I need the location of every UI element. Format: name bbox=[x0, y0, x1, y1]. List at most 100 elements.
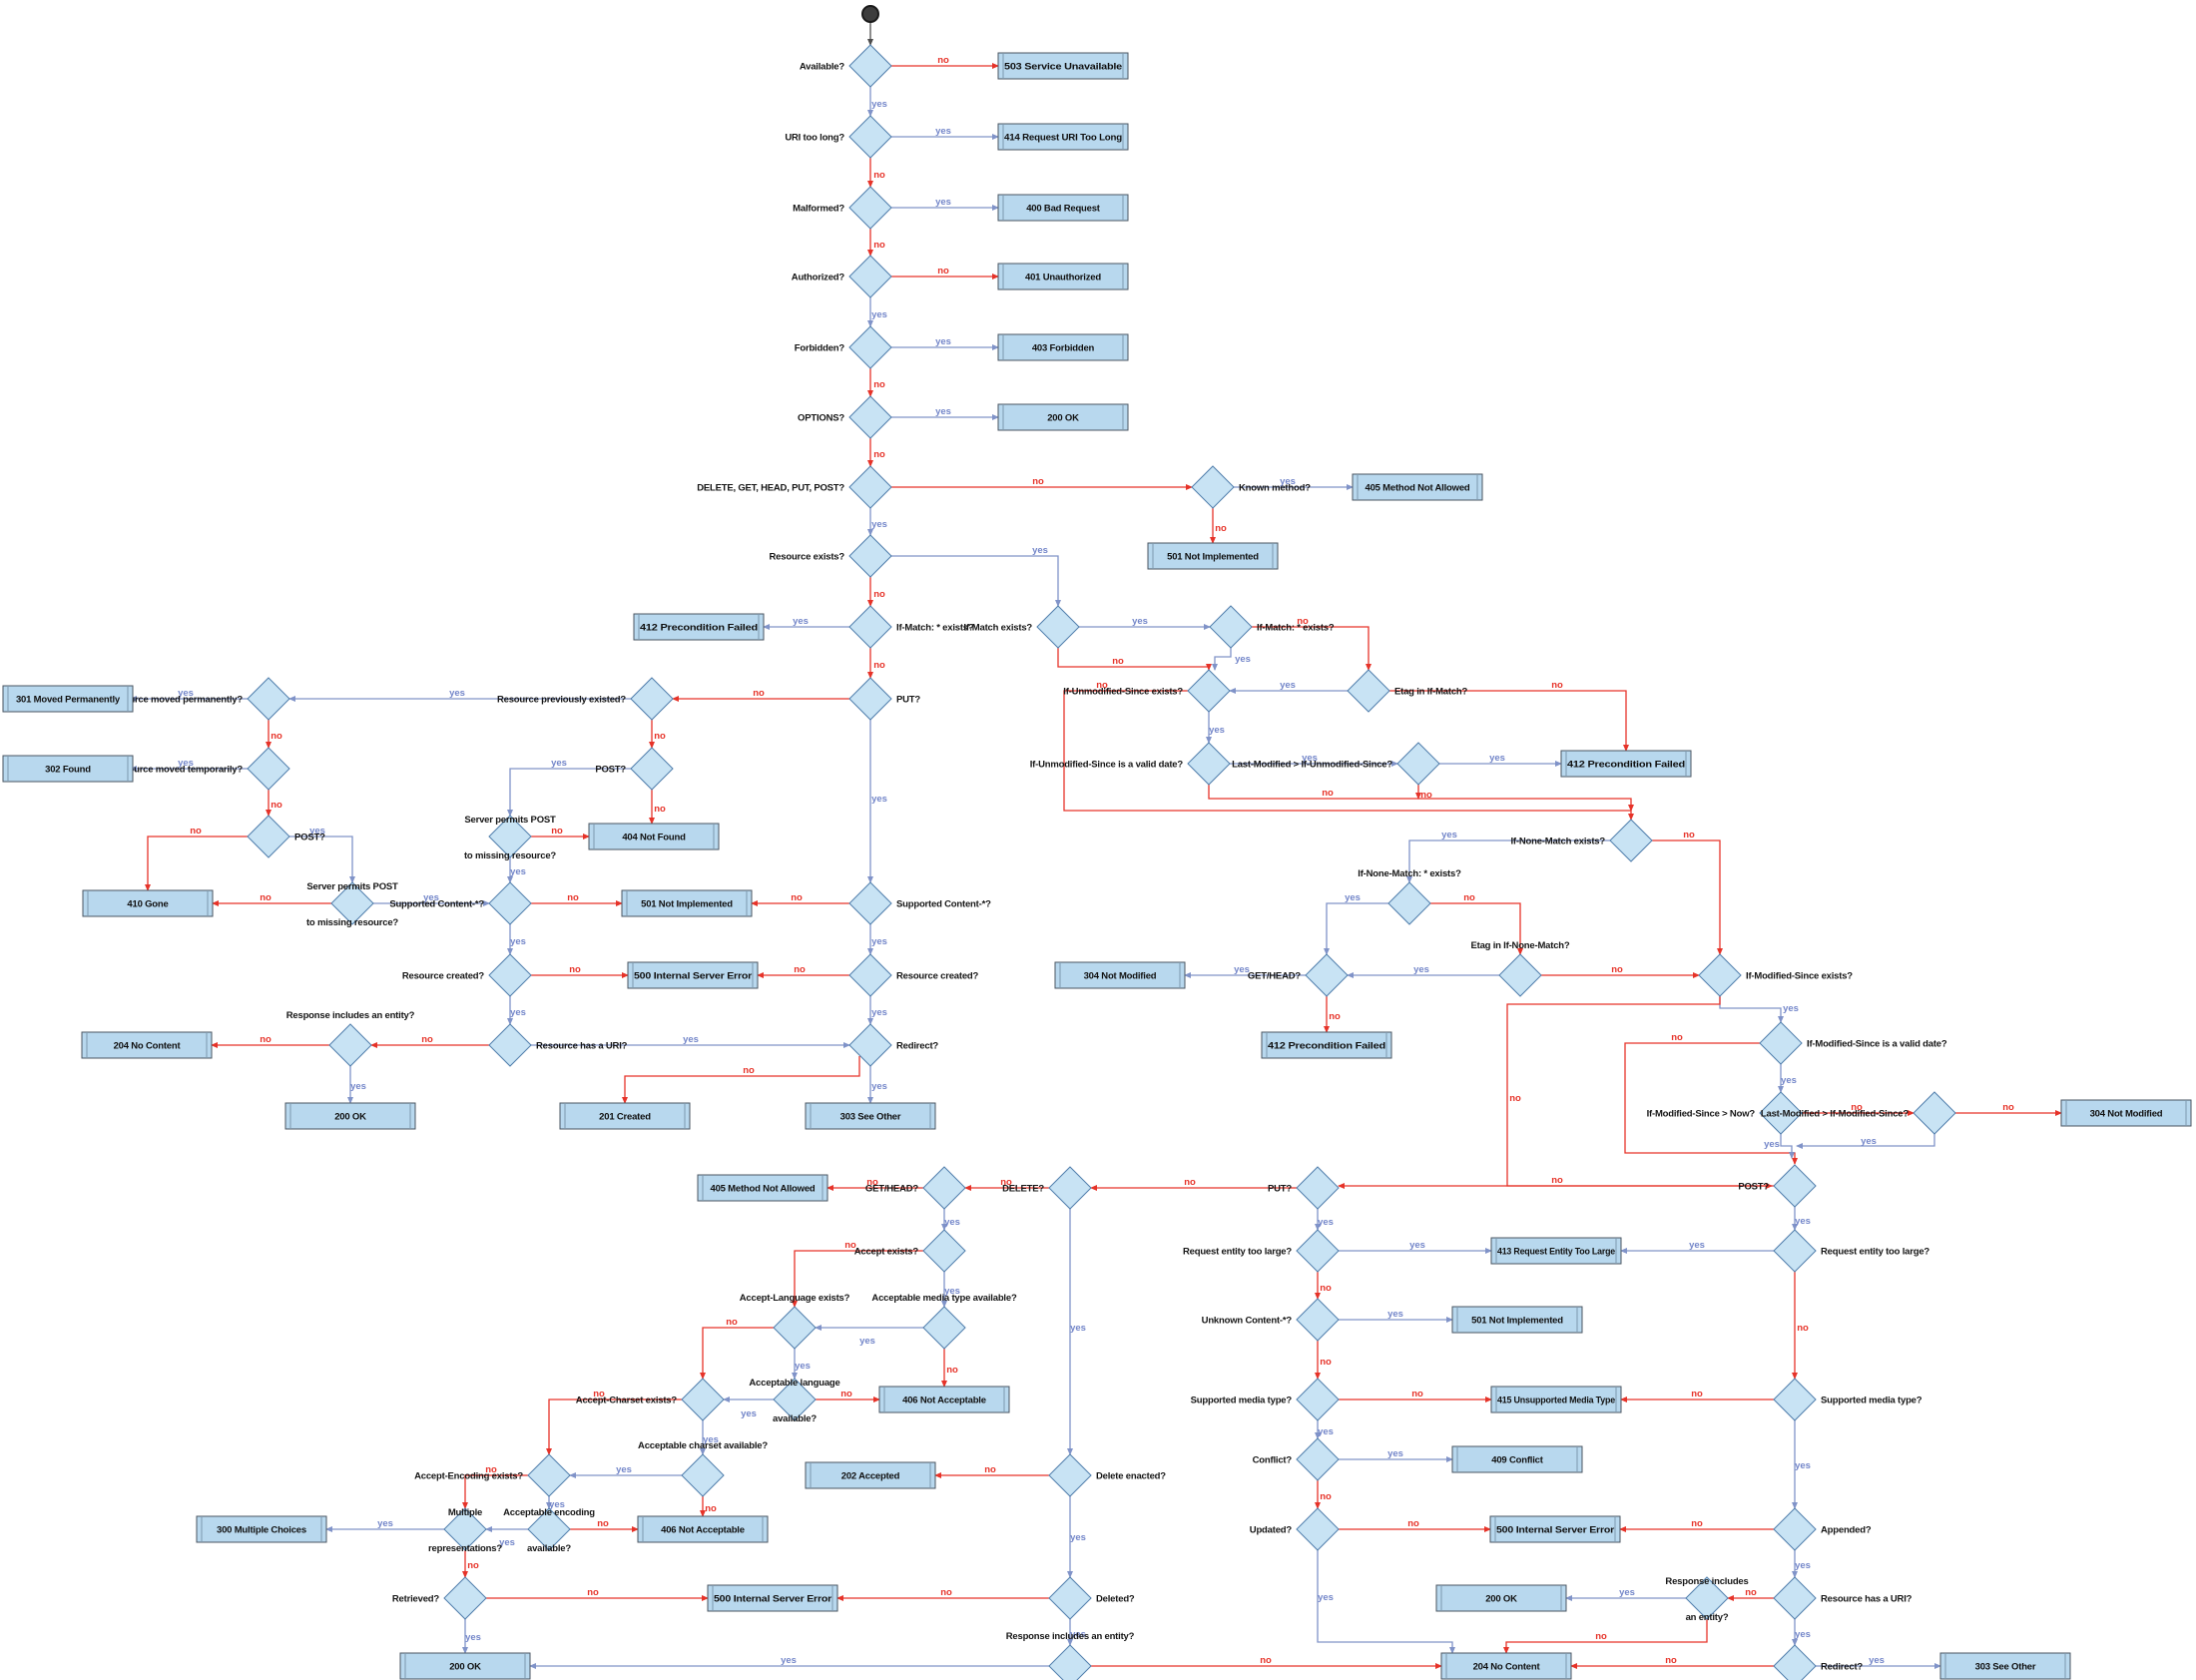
box-label-b302: 302 Found bbox=[45, 765, 91, 776]
diamond-available bbox=[848, 44, 892, 88]
box-label-b201: 201 Created bbox=[599, 1112, 651, 1123]
edge-label-115-no: no bbox=[260, 892, 272, 903]
edge-label-66-yes: yes bbox=[1795, 1460, 1811, 1471]
diamond-known_methods bbox=[848, 465, 892, 509]
diamond-if_none_match bbox=[1609, 819, 1653, 862]
node-uri_too_long: URI too long? bbox=[785, 115, 892, 159]
node-b401: 401 Unauthorized bbox=[997, 263, 1129, 290]
edge-label-4-no: no bbox=[873, 170, 885, 181]
edge-label-63-no: no bbox=[1411, 1389, 1423, 1400]
node-resp_entity3: Response includes an entity? bbox=[1665, 1576, 1748, 1623]
label-rhu2: Resource has a URI? bbox=[1821, 1594, 1913, 1605]
diamond-al_exists bbox=[773, 1306, 817, 1350]
diamond-redirect1 bbox=[848, 1023, 892, 1067]
diamond-post_r bbox=[630, 747, 674, 791]
diamond-resp_entity2 bbox=[1048, 1644, 1092, 1680]
edge-label-97-yes: yes bbox=[549, 1499, 565, 1510]
box-label-b404: 404 Not Found bbox=[622, 833, 686, 843]
box-b303b bbox=[1939, 1652, 2071, 1680]
box-b412c bbox=[1261, 1031, 1392, 1059]
node-delete1: DELETE? bbox=[1002, 1166, 1092, 1210]
diamond-aea bbox=[527, 1507, 571, 1551]
edge-label-82-yes: yes bbox=[1070, 1629, 1086, 1640]
diamond-retl1 bbox=[1296, 1229, 1340, 1273]
label-lm_gt_ius: Last-Modified > If-Unmodified-Since? bbox=[1232, 760, 1392, 771]
label-post_r: POST? bbox=[595, 765, 626, 776]
node-resource_exists: Resource exists? bbox=[770, 534, 892, 578]
edge-label-21-yes: yes bbox=[1132, 616, 1148, 627]
label-res_moved_perm: Resource moved permanently? bbox=[107, 695, 243, 706]
label-deleted: Deleted? bbox=[1096, 1594, 1135, 1605]
edge-label-51-no: no bbox=[1000, 1177, 1012, 1188]
edge-label-74-yes: yes bbox=[1619, 1587, 1635, 1598]
node-forbidden: Forbidden? bbox=[795, 325, 892, 369]
flow-edge-86 bbox=[792, 1250, 923, 1308]
label-res_created_l: Resource created? bbox=[402, 971, 485, 982]
box-b406a bbox=[878, 1386, 1010, 1413]
edge-label-130-no: no bbox=[421, 1034, 433, 1045]
edge-label-59-no: no bbox=[1320, 1283, 1332, 1294]
diamond-aca bbox=[681, 1453, 725, 1497]
node-b501b: 501 Not Implemented bbox=[621, 889, 753, 917]
node-gethead2: GET/HEAD? bbox=[1248, 953, 1349, 997]
box-label-b501c: 501 Not Implemented bbox=[1471, 1316, 1563, 1327]
node-b200d: 200 OK bbox=[1435, 1584, 1567, 1612]
node-b412c: 412 Precondition Failed bbox=[1261, 1031, 1392, 1059]
edge-label-118-yes: yes bbox=[510, 936, 526, 947]
diamond-accept_exists bbox=[922, 1229, 966, 1273]
label-spp_l: to missing resource? bbox=[306, 917, 398, 928]
flow-edge-36 bbox=[1430, 902, 1523, 955]
edge-label-111-yes: yes bbox=[178, 758, 194, 769]
edge-label-129-yes: yes bbox=[683, 1034, 699, 1045]
flow-edge-94 bbox=[546, 1399, 682, 1455]
node-b304b: 304 Not Modified bbox=[2060, 1099, 2192, 1127]
label-post_b: POST? bbox=[1738, 1182, 1769, 1193]
diamond-if_mod_exists bbox=[1698, 953, 1742, 997]
edge-label-85-yes: yes bbox=[944, 1286, 960, 1297]
node-b409: 409 Conflict bbox=[1451, 1445, 1583, 1473]
edge-label-81-no: no bbox=[940, 1587, 952, 1598]
edge-label-27-yes: yes bbox=[1209, 725, 1225, 736]
node-retrieved: Retrieved? bbox=[392, 1576, 487, 1620]
flow-edge-90 bbox=[700, 1327, 774, 1380]
box-b410 bbox=[82, 889, 214, 917]
edge-label-24-no: no bbox=[1297, 616, 1309, 627]
edge-label-42-no: no bbox=[1509, 1093, 1521, 1104]
edge-label-61-no: no bbox=[1320, 1357, 1332, 1368]
label-if_match_star: If-Match: * exists? bbox=[896, 623, 974, 634]
box-b409 bbox=[1451, 1445, 1583, 1473]
box-label-b412b: 412 Precondition Failed bbox=[1567, 760, 1685, 771]
diamond-etag_if_match bbox=[1347, 669, 1390, 713]
node-b412b: 412 Precondition Failed bbox=[1560, 750, 1692, 778]
label-mult_repr: Multiple bbox=[448, 1507, 482, 1518]
edge-label-9-yes: yes bbox=[935, 336, 951, 347]
flow-edge-114 bbox=[289, 836, 355, 883]
node-post_r: POST? bbox=[595, 747, 674, 791]
node-if_unmod_exists: If-Unmodified-Since exists? bbox=[1063, 669, 1231, 713]
node-b300: 300 Multiple Choices bbox=[196, 1515, 327, 1543]
edge-label-1-no: no bbox=[937, 55, 949, 66]
diamond-gethead2 bbox=[1305, 953, 1349, 997]
edge-label-89-yes: yes bbox=[795, 1361, 811, 1372]
box-label-b301: 301 Moved Permanently bbox=[16, 695, 121, 706]
node-inm_star: If-None-Match: * exists? bbox=[1358, 868, 1461, 925]
box-label-b405a: 405 Method Not Allowed bbox=[1365, 483, 1469, 494]
box-label-b400: 400 Bad Request bbox=[1026, 204, 1101, 215]
edge-label-56-yes: yes bbox=[1795, 1216, 1811, 1227]
box-label-b204a: 204 No Content bbox=[114, 1041, 182, 1052]
edge-label-37-yes: yes bbox=[1234, 964, 1250, 975]
node-b200a: 200 OK bbox=[997, 403, 1129, 431]
edge-label-13-no: no bbox=[1032, 476, 1044, 487]
edge-label-57-yes: yes bbox=[1409, 1240, 1425, 1251]
edge-label-95-yes: yes bbox=[616, 1464, 632, 1475]
edge-label-78-no: no bbox=[1665, 1655, 1677, 1666]
edge-label-107-yes: yes bbox=[449, 688, 465, 699]
diamond-spp_r bbox=[488, 815, 532, 858]
diamond-forbidden bbox=[848, 325, 892, 369]
node-put_c: PUT? bbox=[848, 677, 921, 721]
node-supmedia1: Supported media type? bbox=[1191, 1378, 1340, 1421]
label-retrieved: Retrieved? bbox=[392, 1594, 439, 1605]
node-if_mod_now: If-Modified-Since > Now? bbox=[1647, 1091, 1803, 1135]
edge-label-14-yes: yes bbox=[1280, 476, 1296, 487]
box-label-b501b: 501 Not Implemented bbox=[641, 899, 733, 910]
